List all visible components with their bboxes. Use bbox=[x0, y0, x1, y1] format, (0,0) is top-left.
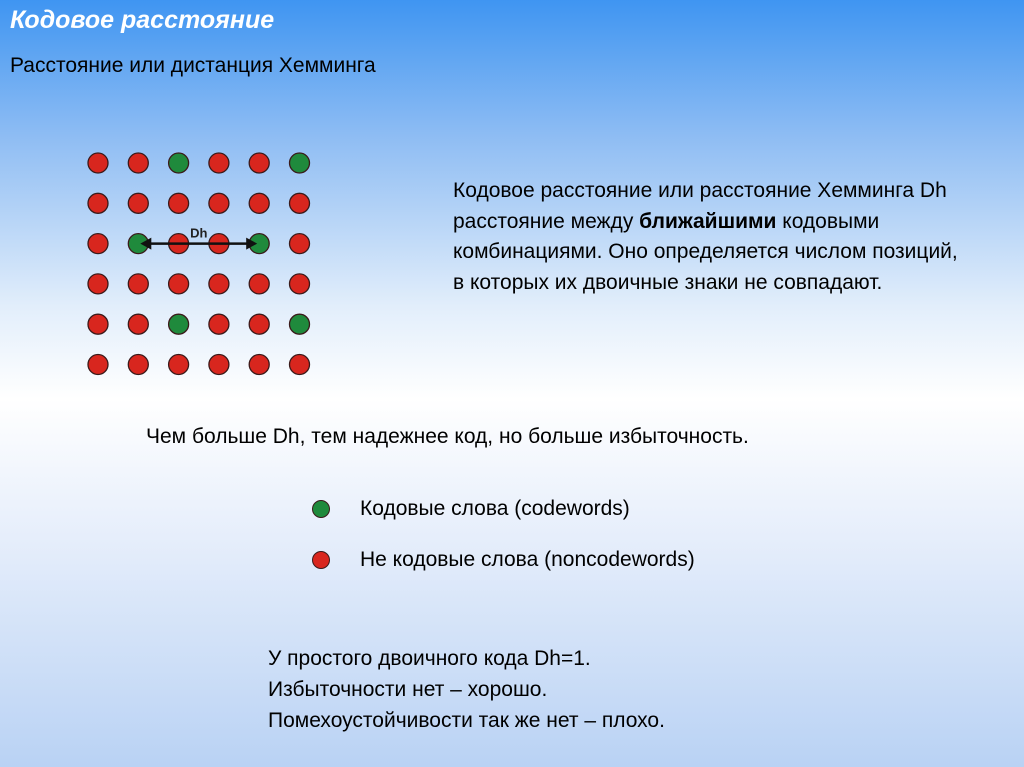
red-dot-icon bbox=[312, 551, 330, 569]
noncodeword-dot bbox=[208, 353, 230, 376]
noncodeword-dot bbox=[127, 152, 149, 174]
codeword-dot bbox=[288, 152, 311, 174]
noncodeword-dot bbox=[208, 152, 230, 174]
legend-label: Не кодовые слова (noncodewords) bbox=[360, 548, 695, 571]
codeword-dot bbox=[167, 152, 190, 174]
description-part: кодовыми комбинациями. Оно определяется … bbox=[453, 209, 958, 294]
noncodeword-dot bbox=[248, 192, 270, 214]
noncodeword-dot bbox=[288, 273, 311, 295]
noncodeword-dot bbox=[167, 273, 190, 295]
noncodeword-dot bbox=[248, 152, 270, 174]
noncodeword-dot bbox=[127, 192, 149, 214]
noncodeword-dot bbox=[208, 313, 230, 335]
arrow-head-right-icon bbox=[246, 237, 258, 250]
noncodeword-dot bbox=[248, 273, 270, 295]
noncodeword-dot bbox=[248, 353, 270, 376]
arrow-label: Dh bbox=[190, 226, 207, 241]
green-dot-icon bbox=[312, 500, 330, 518]
note-line: Помехоустойчивости так же нет – плохо. bbox=[268, 709, 665, 732]
note-line: У простого двоичного кода Dh=1. bbox=[268, 647, 591, 670]
noncodeword-dot bbox=[167, 192, 190, 214]
noncodeword-dot bbox=[288, 353, 311, 376]
noncodeword-dot bbox=[127, 353, 149, 376]
slide-title: Кодовое расстояние bbox=[10, 6, 275, 34]
noncodeword-dot bbox=[87, 232, 109, 255]
noncodeword-dot bbox=[288, 192, 311, 214]
legend-label: Кодовые слова (codewords) bbox=[360, 497, 630, 520]
note-block: У простого двоичного кода Dh=1. Избыточн… bbox=[268, 643, 665, 736]
noncodeword-dot bbox=[208, 273, 230, 295]
description-part: Кодовое расстояние или расстояние Хеммин… bbox=[453, 179, 947, 233]
noncodeword-dot bbox=[167, 353, 190, 376]
noncodeword-dot bbox=[87, 313, 109, 335]
description-text: Кодовое расстояние или расстояние Хеммин… bbox=[453, 176, 973, 298]
noncodeword-dot bbox=[288, 232, 311, 255]
noncodeword-dot bbox=[127, 273, 149, 295]
noncodeword-dot bbox=[87, 192, 109, 214]
note-line: Избыточности нет – хорошо. bbox=[268, 678, 548, 701]
legend-item-codewords: Кодовые слова (codewords) bbox=[312, 497, 630, 521]
noncodeword-dot bbox=[87, 152, 109, 174]
noncodeword-dot bbox=[248, 313, 270, 335]
noncodeword-dot bbox=[127, 313, 149, 335]
noncodeword-dot bbox=[87, 273, 109, 295]
hamming-dot-grid: Dh bbox=[87, 152, 311, 376]
legend-item-noncodewords: Не кодовые слова (noncodewords) bbox=[312, 548, 695, 572]
codeword-dot bbox=[167, 313, 190, 335]
description-bold: ближайшими bbox=[639, 209, 777, 233]
summary-text: Чем больше Dh, тем надежнее код, но боль… bbox=[146, 425, 749, 448]
noncodeword-dot bbox=[87, 353, 109, 376]
arrow-head-left-icon bbox=[140, 237, 152, 250]
noncodeword-dot bbox=[208, 192, 230, 214]
slide-subtitle: Расстояние или дистанция Хемминга bbox=[10, 54, 376, 77]
codeword-dot bbox=[288, 313, 311, 335]
